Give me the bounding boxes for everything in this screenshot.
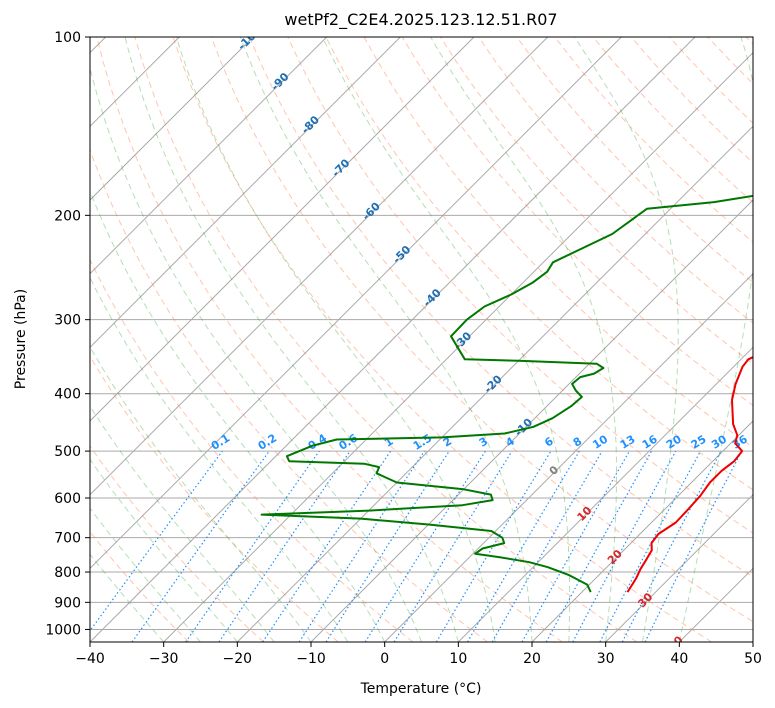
moist-adiabat-line <box>90 276 349 642</box>
dry-adiabat-line <box>210 37 753 623</box>
moist-adiabat-line <box>430 37 617 642</box>
x-axis-title: Temperature (°C) <box>360 681 482 697</box>
mixing-ratio-line <box>131 450 270 642</box>
y-tick-label: 400 <box>54 387 81 403</box>
y-tick-label: 200 <box>54 208 81 224</box>
isotherm-gridline <box>384 272 753 642</box>
mixing-ratio-line <box>262 450 392 642</box>
mixing-ratio-line <box>185 450 320 642</box>
x-tick-label: −30 <box>149 651 179 667</box>
y-tick-label: 900 <box>54 595 81 611</box>
x-tick-label: −40 <box>75 651 105 667</box>
mixing-ratio-line <box>572 450 677 642</box>
moist-adiabat-line <box>678 37 753 642</box>
y-tick-label: 1000 <box>45 622 81 638</box>
mixing-ratio-line <box>325 450 450 642</box>
temperature-trace <box>626 355 753 593</box>
x-tick-label: −20 <box>223 651 253 667</box>
y-tick-label: 500 <box>54 444 81 460</box>
dry-adiabat-line <box>172 37 712 642</box>
moist-adiabat-line <box>90 507 201 642</box>
isotherm-gridline <box>163 51 753 642</box>
moist-adiabat-line <box>124 37 459 642</box>
moist-adiabat-line <box>322 37 571 642</box>
dry-adiabat-line <box>516 37 753 284</box>
isotherm-gridline <box>90 37 622 570</box>
mixing-ratio-line <box>644 450 743 642</box>
mixing-ratio-line <box>218 450 351 642</box>
background-lines <box>90 37 753 642</box>
mixing-ratio-line <box>521 450 631 642</box>
dry-adiabat-line <box>90 258 414 642</box>
moist-adiabat-line <box>90 189 386 642</box>
dry-adiabat-line <box>96 37 563 642</box>
x-tick-label: 30 <box>597 651 615 667</box>
x-tick-label: 50 <box>744 651 762 667</box>
chart-title: wetPf2_C2E4.2025.123.12.51.R07 <box>284 10 557 30</box>
moist-adiabat-line <box>90 345 312 642</box>
y-tick-label: 700 <box>54 531 81 547</box>
mixing-ratio-line <box>545 450 653 642</box>
moist-adiabat-line <box>574 37 679 642</box>
y-tick-label: 300 <box>54 313 81 329</box>
moist-adiabat-line <box>239 37 533 642</box>
isotherm-gridline <box>90 37 549 496</box>
isotherm-label: 40 <box>666 633 686 653</box>
isotherm-gridline <box>236 125 753 642</box>
isotherm-gridline <box>90 37 401 349</box>
y-tick-label: 100 <box>54 30 81 46</box>
dry-adiabat-line <box>325 37 753 491</box>
dewpoint-trace <box>260 194 753 593</box>
x-tick-label: −10 <box>296 651 326 667</box>
moist-adiabat-line <box>90 458 238 642</box>
x-axis: −40 −30 −20 −10 0 10 20 30 40 50 <box>75 642 762 667</box>
y-tick-label: 800 <box>54 565 81 581</box>
x-tick-label: 0 <box>380 651 389 667</box>
dry-adiabat-line <box>90 355 339 642</box>
dry-adiabat-line <box>249 37 753 578</box>
isotherm-gridline <box>310 199 753 642</box>
dry-adiabat-line <box>287 37 753 534</box>
isotherm-gridline <box>90 37 328 275</box>
y-axis: 100 200 300 400 500 600 700 800 900 1000 <box>45 30 90 638</box>
isotherm-gridline <box>605 493 753 642</box>
mixing-ratio-line <box>90 450 223 632</box>
isotherm-gridline <box>90 37 696 642</box>
x-tick-label: 10 <box>449 651 467 667</box>
isotherm-gridline <box>90 37 475 422</box>
y-tick-label: 600 <box>54 491 81 507</box>
mixing-ratio-line <box>298 450 425 642</box>
moist-adiabat-line <box>90 65 422 642</box>
moist-adiabat-line <box>90 405 275 642</box>
x-tick-label: 20 <box>523 651 541 667</box>
isotherm-gridline <box>90 37 254 201</box>
isotherm-gridline <box>457 346 753 642</box>
plot-frame <box>89 36 754 643</box>
y-axis-title: Pressure (hPa) <box>13 289 29 389</box>
dry-adiabat-line <box>90 445 264 642</box>
sounding-traces <box>260 194 753 593</box>
isotherm-gridline <box>531 420 753 642</box>
x-tick-label: 40 <box>670 651 688 667</box>
